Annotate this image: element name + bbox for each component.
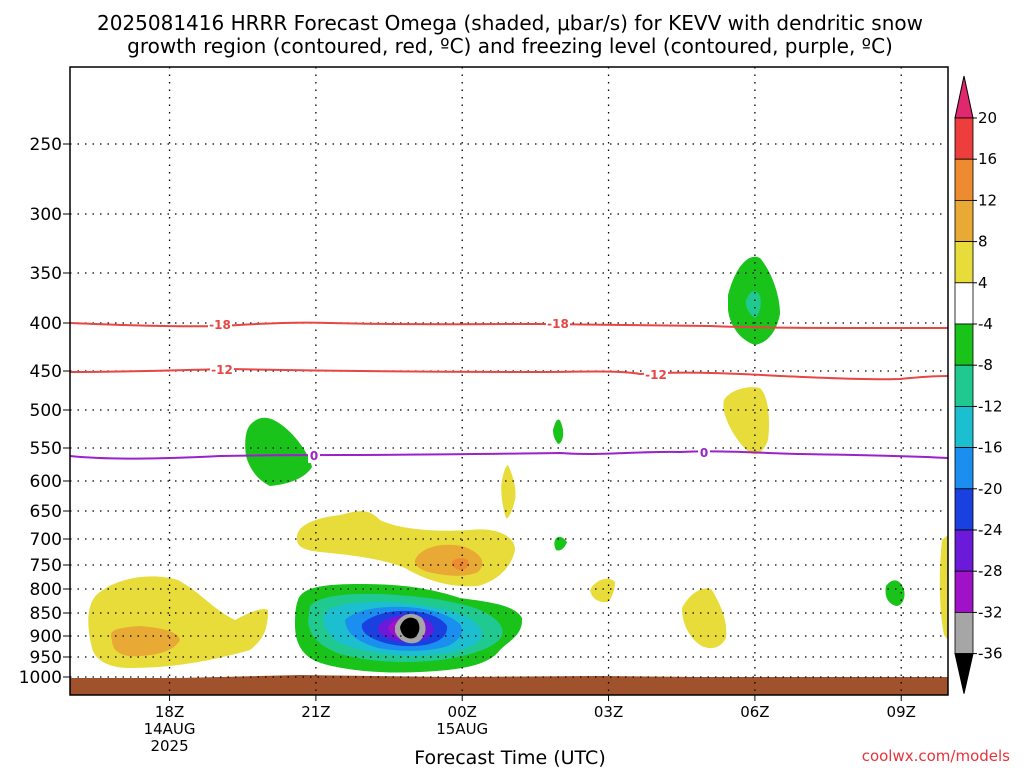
x-tick-label: 03Z <box>594 703 623 721</box>
colorbar: 20 16 12 8 4 -4 -8 -12 -16 -20 -24 -28 -32 -36 <box>954 75 1003 694</box>
contour-minus-12-label-bg-1 <box>210 363 234 377</box>
ground-surface <box>70 675 948 695</box>
colorbar-label: -8 <box>978 356 993 374</box>
colorbar-swatch <box>954 199 974 242</box>
colorbar-label: 16 <box>978 150 997 168</box>
y-tick-label: 800 <box>30 580 62 600</box>
contour-zero-label-bg-2 <box>698 446 710 460</box>
contour-zero-label-2: 0 <box>700 446 708 460</box>
y-tick-label: 350 <box>30 264 62 284</box>
omega-region-green-3 <box>554 536 567 551</box>
omega-region-yellow-3 <box>501 465 516 519</box>
colorbar-label: -36 <box>978 645 1003 663</box>
plot-area: -18 -18 -12 -12 0 0 <box>69 66 949 696</box>
y-tick-label: 550 <box>30 439 62 459</box>
colorbar-bottom-arrow <box>954 653 974 694</box>
plot-background <box>70 67 948 695</box>
omega-region-yellow-5 <box>682 588 727 649</box>
omega-region-yellow-6 <box>723 387 770 455</box>
omega-region-orange-1 <box>110 626 180 657</box>
colorbar-swatch <box>954 323 974 366</box>
chart-title-line-1: 2025081416 HRRR Forecast Omega (shaded, … <box>97 11 923 35</box>
x-tick-sublabel: 14AUG <box>144 720 196 738</box>
plot-frame <box>69 66 949 696</box>
omega-region-green-5 <box>885 580 905 606</box>
colorbar-label: 20 <box>978 109 997 127</box>
chart-title-line-2: growth region (contoured, red, ºC) and f… <box>127 34 893 58</box>
omega-shading <box>88 256 948 673</box>
contour-minus-12-label-bg-2 <box>644 368 668 382</box>
contour-0-line <box>69 450 949 460</box>
colorbar-swatch <box>954 405 974 448</box>
colorbar-label: -20 <box>978 480 1003 498</box>
y-tick-label: 850 <box>30 604 62 624</box>
contour-minus-18-label-bg-2 <box>546 317 570 331</box>
contour-lines: -18 -18 -12 -12 0 0 <box>69 317 949 463</box>
omega-region-green-2 <box>553 419 564 444</box>
contour-minus-12-label-1: -12 <box>211 363 233 377</box>
y-tick-label: 900 <box>30 627 62 647</box>
colorbar-label: -24 <box>978 521 1003 539</box>
colorbar-label: -32 <box>978 603 1003 621</box>
omega-region-black-main <box>400 617 420 639</box>
colorbar-swatch <box>954 447 974 490</box>
x-tick-label: 21Z <box>301 703 330 721</box>
y-tick-label: 400 <box>30 314 62 334</box>
colorbar-swatch <box>954 117 974 160</box>
x-tick-label: 06Z <box>740 703 769 721</box>
y-tick-label: 650 <box>30 502 62 522</box>
colorbar-swatch <box>954 241 974 284</box>
contour-minus-18-label-2: -18 <box>547 317 569 331</box>
colorbar-label: -16 <box>978 439 1003 457</box>
colorbar-label: 8 <box>978 233 988 251</box>
x-tick-label: 18Z <box>155 703 184 721</box>
colorbar-top-arrow <box>954 75 974 119</box>
contour-minus-12-label-2: -12 <box>645 368 667 382</box>
x-axis-label: Forecast Time (UTC) <box>414 747 605 768</box>
credit-text: coolwx.com/models <box>862 747 1010 765</box>
colorbar-swatch <box>954 612 974 655</box>
y-tick-label: 600 <box>30 472 62 492</box>
x-tick-label: 00Z <box>448 703 477 721</box>
colorbar-label: 12 <box>978 191 997 209</box>
contour-minus-18-label-bg-1 <box>208 318 232 332</box>
y-tick-label: 950 <box>30 648 62 668</box>
x-tick-label: 09Z <box>887 703 916 721</box>
omega-region-green-1 <box>245 417 312 486</box>
x-tick-sublabel: 2025 <box>150 737 188 755</box>
y-tick-label: 700 <box>30 530 62 550</box>
y-tick-label: 500 <box>30 401 62 421</box>
omega-region-teal-1 <box>745 291 761 318</box>
colorbar-label: 4 <box>978 274 988 292</box>
y-tick-label: 300 <box>30 205 62 225</box>
y-tick-label: 450 <box>30 362 62 382</box>
y-tick-label: 250 <box>30 135 62 155</box>
colorbar-swatch <box>954 488 974 531</box>
colorbar-swatch <box>954 364 974 407</box>
colorbar-swatch <box>954 282 974 325</box>
colorbar-swatch <box>954 570 974 613</box>
colorbar-swatch <box>954 158 974 201</box>
y-tick-label: 1000 <box>19 668 62 688</box>
omega-region-yellow-7 <box>939 535 948 640</box>
y-axis: 250 300 350 400 450 500 550 600 650 700 750 800 850 9… <box>19 135 70 688</box>
omega-region-orange-3 <box>452 558 469 570</box>
colorbar-label: -4 <box>978 315 993 333</box>
contour-minus-18-label-1: -18 <box>209 318 231 332</box>
y-tick-label: 750 <box>30 556 62 576</box>
contour-zero-label-1: 0 <box>310 449 318 463</box>
colorbar-swatch <box>954 529 974 572</box>
colorbar-label: -28 <box>978 562 1003 580</box>
x-tick-sublabel: 15AUG <box>436 720 488 738</box>
contour-zero-label-bg-1 <box>308 449 320 463</box>
colorbar-label: -12 <box>978 397 1003 415</box>
